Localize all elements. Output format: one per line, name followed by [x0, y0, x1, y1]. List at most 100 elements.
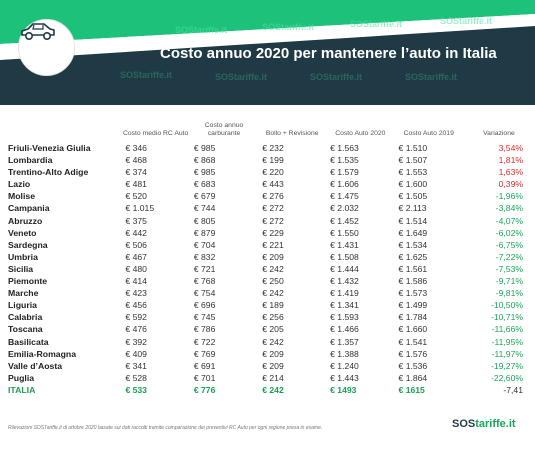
- cost-cell-c2020: € 1.341: [330, 300, 359, 311]
- cost-cell-fuel: € 754: [193, 288, 216, 299]
- cost-cell-c2020: € 1.431: [330, 239, 359, 250]
- variation-cell: -3,84%: [495, 203, 523, 214]
- cost-cell-c2020: € 1.357: [330, 336, 359, 347]
- cost-cell-rc: € 476: [125, 324, 147, 335]
- cost-cell-fuel: € 868: [193, 155, 216, 166]
- cost-cell-rc: € 414: [125, 276, 147, 287]
- cost-cell-c2019: € 1.510: [398, 143, 428, 153]
- region-cell: ITALIA: [8, 384, 36, 395]
- cost-cell-c2019: € 1.625: [398, 251, 428, 262]
- column-header: [8, 122, 121, 142]
- cost-cell-bollo: € 214: [262, 372, 284, 383]
- cost-cell-rc: € 533: [125, 384, 147, 395]
- cost-cell-rc: € 442: [125, 227, 147, 238]
- variation-cell: -1,96%: [495, 191, 523, 202]
- variation-cell: -11,95%: [491, 336, 523, 347]
- variation-cell: -6,75%: [495, 239, 523, 250]
- page-title: Costo annuo 2020 per mantenere l’auto in…: [160, 45, 497, 62]
- cost-cell-bollo: € 221: [262, 239, 284, 250]
- region-cell: Marche: [8, 288, 39, 299]
- watermark: SOStariffe.it: [440, 16, 493, 26]
- cost-cell-bollo: € 209: [262, 251, 284, 262]
- cost-cell-fuel: € 832: [193, 251, 216, 262]
- cost-cell-c2019: € 1.573: [398, 288, 428, 299]
- region-cell: Valle d’Aosta: [8, 360, 63, 371]
- region-cell: Sardegna: [8, 239, 48, 250]
- cost-cell-c2019: € 1.586: [398, 276, 428, 287]
- column-header: Costo Auto 2019: [403, 130, 454, 137]
- cost-cell-c2020: € 1.593: [330, 312, 359, 323]
- cost-cell-c2020: € 1.535: [330, 155, 359, 166]
- region-cell: Campania: [8, 203, 50, 214]
- cost-cell-c2019: € 1.505: [398, 191, 428, 202]
- cost-cell-fuel: € 744: [193, 203, 216, 214]
- cost-cell-rc: € 341: [125, 360, 147, 371]
- cost-cell-c2020: € 1.240: [330, 360, 359, 371]
- table-row: Lazio € 481 € 683 € 443 € 1.606 € 1.600 0,39%: [8, 178, 535, 190]
- cost-cell-c2020: € 1.432: [330, 276, 359, 287]
- cost-cell-c2019: € 1.536: [398, 360, 428, 371]
- variation-cell: -22,60%: [490, 372, 523, 383]
- variation-cell: 3,54%: [498, 143, 523, 153]
- cost-cell-bollo: € 443: [262, 179, 284, 190]
- cost-cell-fuel: € 879: [193, 227, 216, 238]
- variation-cell: 0,39%: [498, 179, 523, 190]
- region-cell: Emilia-Romagna: [8, 348, 77, 359]
- table-row: Liguria € 456 € 696 € 189 € 1.341 € 1.499 -10,…: [8, 299, 535, 311]
- watermark: SOStariffe.it: [405, 72, 458, 82]
- region-cell: Calabria: [8, 312, 43, 323]
- cost-cell-fuel: € 691: [193, 360, 216, 371]
- watermark: SOStariffe.it: [120, 70, 173, 80]
- variation-cell: -9,81%: [495, 288, 523, 299]
- watermark: SOStariffe.it: [175, 25, 228, 35]
- brand-logo: SOStariffe.it: [452, 418, 516, 430]
- cost-cell-bollo: € 242: [262, 263, 284, 274]
- table-row: Basilicata € 392 € 722 € 242 € 1.357 € 1.541 -…: [8, 336, 535, 348]
- footnote: Rilevazioni SOSTariffe.it di ottobre 202…: [8, 425, 323, 431]
- cost-cell-fuel: € 721: [193, 263, 216, 274]
- cost-cell-rc: € 468: [125, 155, 147, 166]
- region-cell: Friuli-Venezia Giulia: [8, 143, 91, 153]
- cost-cell-rc: € 392: [125, 336, 147, 347]
- cost-cell-rc: € 1.015: [125, 203, 155, 214]
- cost-cell-fuel: € 696: [193, 300, 216, 311]
- cost-cell-c2020: € 1.466: [330, 324, 359, 335]
- table-body: Friuli-Venezia Giulia € 346 € 985 € 232 € 1.…: [8, 142, 535, 396]
- cost-cell-fuel: € 722: [193, 336, 216, 347]
- cost-cell-fuel: € 704: [193, 239, 216, 250]
- variation-cell: -9,71%: [495, 276, 523, 287]
- cost-cell-rc: € 374: [125, 167, 147, 178]
- table-row: Calabria € 592 € 745 € 256 € 1.593 € 1.784 -10…: [8, 311, 535, 323]
- cost-cell-c2020: € 1.443: [330, 372, 359, 383]
- cost-cell-c2019: € 1.534: [398, 239, 428, 250]
- cost-cell-rc: € 456: [125, 300, 147, 311]
- region-cell: Molise: [8, 191, 36, 202]
- cost-cell-c2019: € 2.113: [398, 203, 427, 214]
- cost-cell-bollo: € 209: [262, 348, 284, 359]
- cost-cell-c2020: € 1.419: [330, 288, 359, 299]
- variation-cell: 1,81%: [498, 155, 523, 166]
- cost-cell-bollo: € 199: [262, 155, 284, 166]
- variation-cell: -7,22%: [495, 251, 523, 262]
- cost-cell-fuel: € 786: [193, 324, 216, 335]
- cost-cell-c2019: € 1.553: [398, 167, 428, 178]
- cost-cell-bollo: € 189: [262, 300, 284, 311]
- table-header-row: Costo medio RC Auto Costo annuo carburan…: [8, 122, 535, 142]
- variation-cell: -11,97%: [491, 348, 523, 359]
- cost-cell-rc: € 409: [125, 348, 147, 359]
- table-row: Friuli-Venezia Giulia € 346 € 985 € 232 € 1.…: [8, 142, 535, 154]
- table-row: Sicilia € 480 € 721 € 242 € 1.444 € 1.561 -7,5…: [8, 263, 535, 275]
- cost-cell-fuel: € 769: [193, 348, 216, 359]
- column-header: Variazione: [483, 130, 515, 137]
- cost-cell-c2019: € 1.660: [398, 324, 428, 335]
- table-row: Valle d’Aosta € 341 € 691 € 209 € 1.240 € 1.5…: [8, 360, 535, 372]
- logo-part-2: tariffe.it: [475, 418, 516, 430]
- table-row: Molise € 520 € 679 € 276 € 1.475 € 1.505 -1,96…: [8, 190, 535, 202]
- variation-cell: -10,71%: [490, 312, 523, 323]
- cost-cell-rc: € 520: [125, 191, 147, 202]
- column-header: Bollo + Revisione: [265, 130, 319, 137]
- table-row: Veneto € 442 € 879 € 229 € 1.550 € 1.649 -6,02…: [8, 227, 535, 239]
- region-cell: Toscana: [8, 324, 43, 335]
- cost-cell-c2020: € 1.444: [330, 263, 359, 274]
- watermark: SOStariffe.it: [350, 19, 403, 29]
